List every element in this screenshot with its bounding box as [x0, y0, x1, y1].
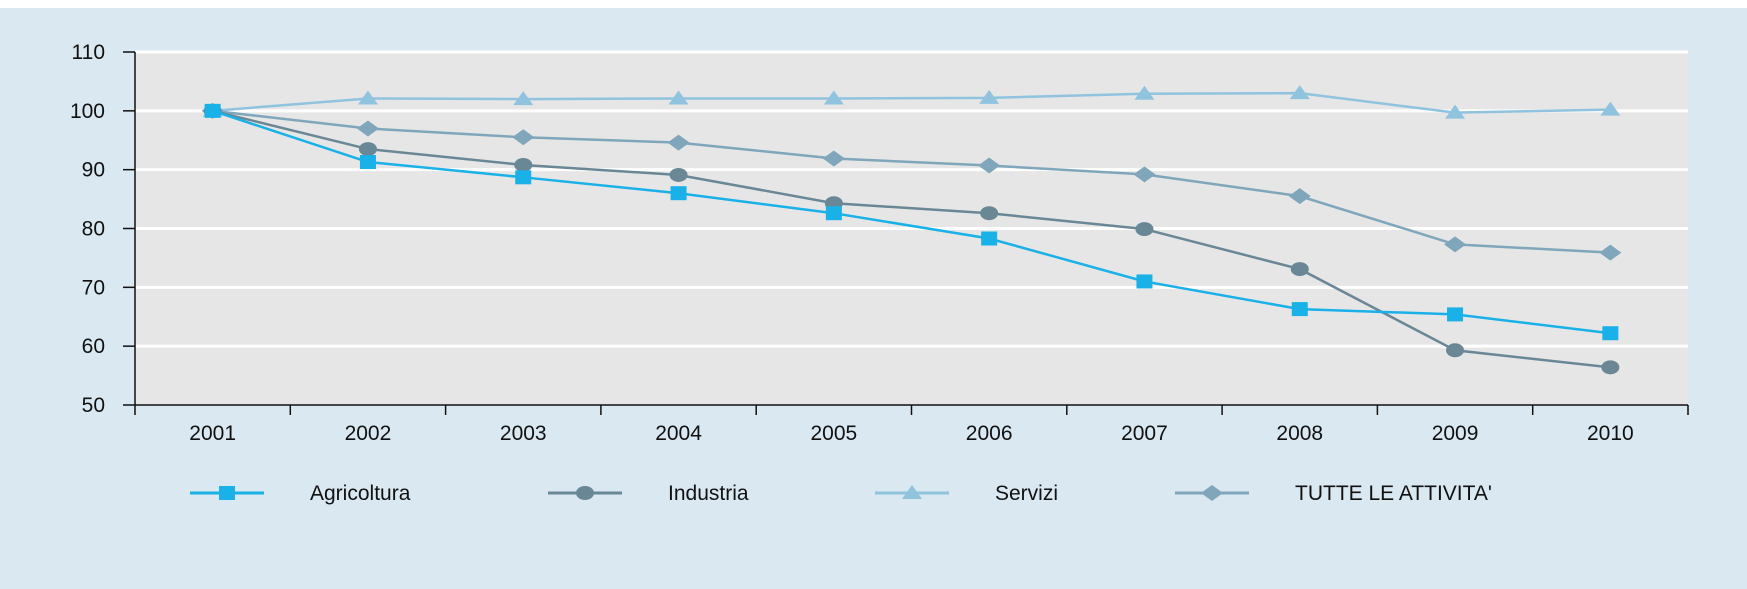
x-tick-label: 2007: [1121, 422, 1168, 445]
y-tick-label: 100: [70, 100, 105, 123]
y-tick-label: 80: [82, 218, 105, 241]
series-line: [212, 109, 1611, 369]
data-point: [514, 157, 533, 172]
data-point: [981, 231, 998, 246]
y-tick-label: 110: [72, 41, 105, 64]
legend-label: Servizi: [995, 482, 1058, 505]
x-tick-label: 2008: [1276, 422, 1323, 445]
data-point: [513, 91, 534, 106]
legend-marker: [1201, 485, 1223, 501]
data-point: [1600, 101, 1621, 116]
x-tick-label: 2006: [966, 422, 1013, 445]
chart-panel: 50 60 70 80 90 100 110 2001 2002 2003 2004 2005 2006…: [0, 8, 1747, 589]
data-point: [1601, 360, 1620, 375]
data-point: [1289, 85, 1310, 100]
legend-marker: [219, 486, 235, 500]
data-point: [204, 103, 221, 118]
legend-marker: [576, 486, 594, 500]
data-point: [823, 90, 844, 105]
series-lines: [201, 85, 1622, 375]
grid-lines: [135, 50, 1688, 348]
data-point: [356, 120, 379, 137]
x-tick-label: 2010: [1587, 422, 1634, 445]
data-point: [825, 206, 842, 221]
data-point: [979, 89, 1000, 104]
data-point: [358, 142, 377, 157]
legend: Agricoltura Industria Servizi TUTTE LE ATTI…: [190, 482, 1492, 505]
x-tick-label: 2009: [1432, 422, 1479, 445]
series-square: [204, 103, 1619, 341]
series-line: [212, 109, 1611, 254]
data-point: [1446, 343, 1465, 358]
legend-label: TUTTE LE ATTIVITA': [1295, 482, 1492, 505]
data-point: [822, 150, 845, 167]
data-point: [1288, 188, 1311, 205]
data-point: [980, 206, 999, 221]
series-line: [212, 109, 1611, 335]
y-tick-label: 70: [82, 276, 105, 299]
series-line: [212, 91, 1611, 114]
data-point: [1447, 307, 1464, 322]
x-tick-label: 2003: [500, 422, 547, 445]
legend-label: Industria: [668, 482, 749, 505]
data-point: [1136, 274, 1153, 289]
y-tick-label: 90: [82, 159, 105, 182]
legend-item: TUTTE LE ATTIVITA': [1175, 482, 1492, 505]
data-point: [1290, 262, 1309, 277]
y-tick-label: 50: [82, 394, 105, 417]
data-point: [1444, 236, 1467, 253]
legend-item: Agricoltura: [190, 482, 411, 505]
data-point: [978, 157, 1001, 174]
data-point: [359, 155, 376, 170]
data-point: [1599, 244, 1622, 261]
x-tick-label: 2002: [345, 422, 392, 445]
data-point: [669, 167, 688, 182]
x-tick-label: 2004: [655, 422, 702, 445]
data-point: [1134, 85, 1155, 100]
y-tick-label: 60: [82, 335, 105, 358]
x-tick-label: 2005: [810, 422, 857, 445]
data-point: [1133, 166, 1156, 183]
axes: 50 60 70 80 90 100 110 2001 2002 2003 2004 2005 2006…: [70, 41, 1689, 445]
data-point: [1135, 222, 1154, 237]
data-point: [515, 170, 532, 185]
legend-item: Industria: [548, 482, 749, 505]
x-tick-label: 2001: [189, 422, 236, 445]
legend-label: Agricoltura: [310, 482, 411, 505]
legend-item: Servizi: [875, 482, 1058, 505]
series-triangle: [202, 85, 1621, 119]
data-point: [512, 129, 535, 146]
line-chart: 50 60 70 80 90 100 110 2001 2002 2003 2004 2005 2006…: [70, 41, 1689, 505]
data-point: [1291, 302, 1308, 317]
data-point: [667, 134, 690, 151]
data-point: [670, 186, 687, 201]
data-point: [1602, 326, 1619, 341]
data-point: [357, 90, 378, 105]
legend-marker: [902, 485, 922, 499]
data-point: [668, 90, 689, 105]
data-point: [1445, 104, 1466, 119]
